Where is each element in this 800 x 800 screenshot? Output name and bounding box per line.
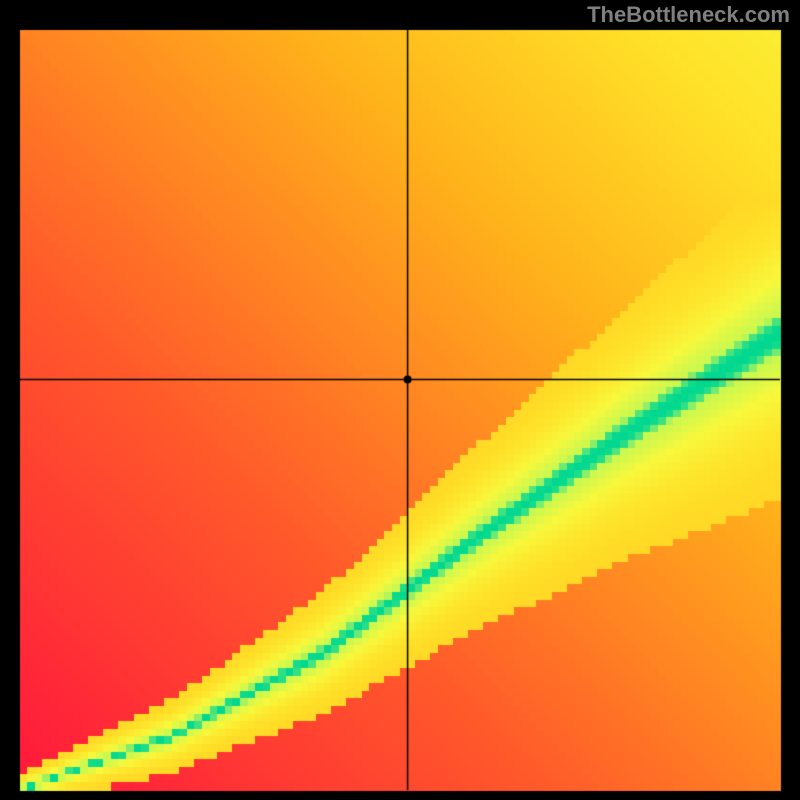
heatmap-canvas <box>0 0 800 800</box>
watermark-text: TheBottleneck.com <box>587 2 790 28</box>
chart-container: TheBottleneck.com <box>0 0 800 800</box>
